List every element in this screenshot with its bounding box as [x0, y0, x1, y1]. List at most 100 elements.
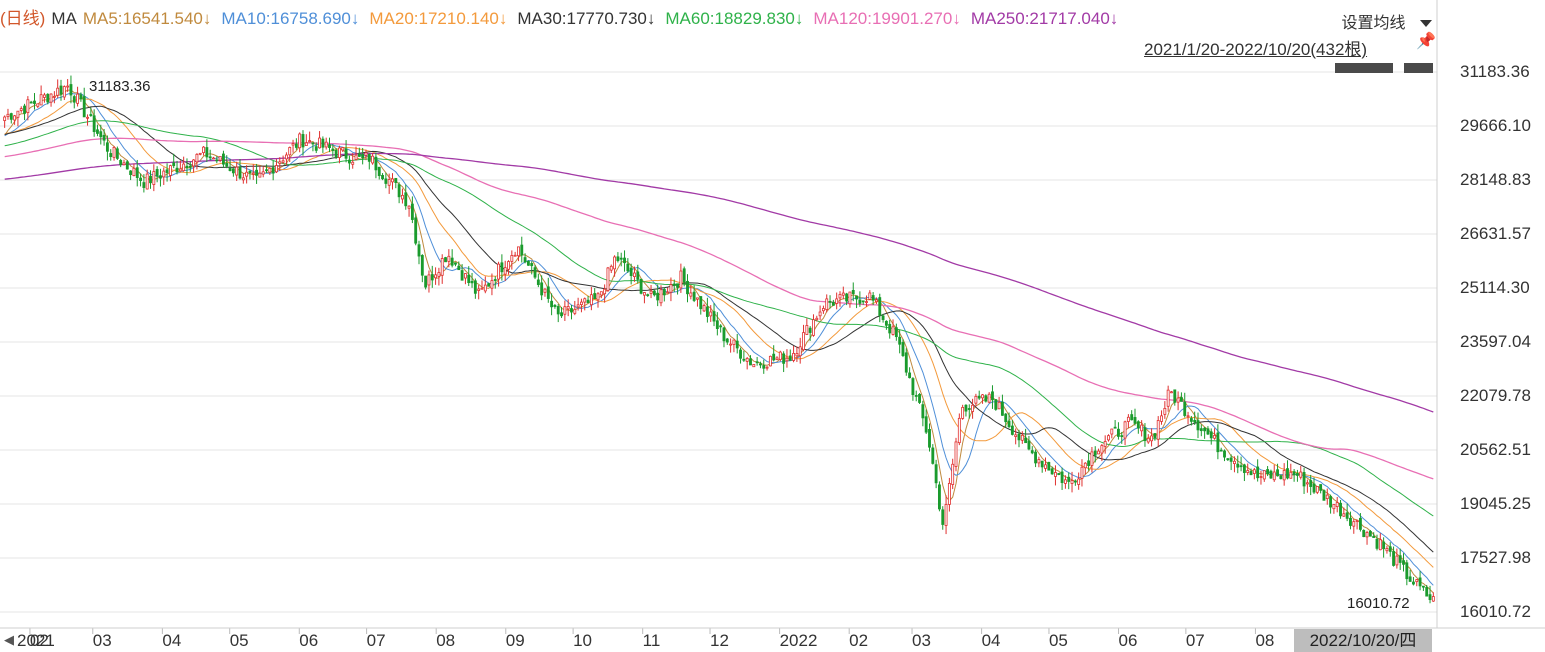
candle[interactable]: [298, 132, 302, 153]
candle[interactable]: [132, 163, 136, 177]
candle[interactable]: [858, 291, 862, 307]
candle[interactable]: [964, 404, 968, 417]
candle[interactable]: [911, 377, 915, 401]
candle[interactable]: [772, 345, 776, 362]
candle[interactable]: [198, 152, 202, 156]
pager-segment-1[interactable]: [1335, 63, 1393, 73]
candle[interactable]: [1150, 428, 1154, 447]
candle[interactable]: [1077, 472, 1081, 490]
candle[interactable]: [626, 258, 630, 273]
candle[interactable]: [16, 110, 20, 127]
candle[interactable]: [235, 161, 239, 181]
candle[interactable]: [755, 356, 759, 366]
candle[interactable]: [928, 423, 931, 452]
candle[interactable]: [357, 147, 361, 158]
candle[interactable]: [205, 139, 209, 163]
candle[interactable]: [288, 146, 292, 162]
candle[interactable]: [86, 114, 89, 126]
candle[interactable]: [222, 150, 225, 168]
candle[interactable]: [1382, 537, 1386, 558]
candle[interactable]: [1123, 420, 1127, 446]
candle[interactable]: [473, 278, 477, 299]
scroll-left-icon[interactable]: ◀: [4, 632, 14, 647]
candle[interactable]: [649, 284, 653, 299]
candle[interactable]: [938, 481, 941, 512]
candle[interactable]: [1325, 488, 1329, 505]
candle[interactable]: [629, 263, 633, 285]
candle[interactable]: [1368, 529, 1372, 537]
candle[interactable]: [59, 79, 63, 101]
candle[interactable]: [974, 393, 978, 407]
candle[interactable]: [447, 249, 451, 268]
candle[interactable]: [82, 87, 86, 118]
candle[interactable]: [450, 249, 454, 268]
candle[interactable]: [802, 324, 805, 352]
candle[interactable]: [1186, 411, 1190, 425]
candle[interactable]: [440, 254, 444, 284]
candle[interactable]: [1044, 457, 1047, 472]
candle[interactable]: [1319, 484, 1323, 494]
candle[interactable]: [1203, 426, 1207, 439]
candle[interactable]: [815, 315, 819, 322]
candle[interactable]: [347, 155, 351, 170]
candle[interactable]: [739, 347, 742, 364]
candle[interactable]: [188, 161, 192, 172]
candle[interactable]: [971, 398, 975, 419]
candle[interactable]: [782, 351, 786, 373]
candle[interactable]: [1372, 532, 1376, 538]
candle[interactable]: [1375, 534, 1379, 551]
candle[interactable]: [1120, 431, 1124, 444]
candle[interactable]: [1037, 456, 1041, 468]
candle[interactable]: [891, 319, 895, 336]
candle[interactable]: [159, 168, 162, 187]
candle[interactable]: [96, 124, 99, 137]
candle[interactable]: [271, 160, 275, 181]
candle[interactable]: [795, 346, 799, 362]
candle[interactable]: [642, 292, 646, 304]
candle[interactable]: [1249, 468, 1253, 476]
candle[interactable]: [884, 320, 888, 330]
candle[interactable]: [1179, 392, 1183, 402]
candle[interactable]: [576, 297, 580, 311]
candle[interactable]: [1057, 473, 1061, 476]
candle[interactable]: [623, 250, 626, 272]
candle[interactable]: [46, 93, 50, 105]
candle[interactable]: [957, 413, 961, 446]
candle[interactable]: [679, 263, 683, 293]
candle[interactable]: [1342, 507, 1346, 517]
candle[interactable]: [454, 262, 457, 267]
candle[interactable]: [182, 156, 186, 172]
candle[interactable]: [1415, 579, 1419, 587]
candle[interactable]: [1087, 452, 1091, 471]
candle[interactable]: [172, 153, 176, 169]
candle[interactable]: [407, 205, 411, 217]
candle[interactable]: [328, 137, 331, 153]
candle[interactable]: [596, 292, 600, 308]
candle[interactable]: [540, 275, 544, 301]
candle[interactable]: [1378, 533, 1382, 551]
candle[interactable]: [1166, 385, 1170, 412]
candle[interactable]: [1083, 462, 1087, 475]
candle[interactable]: [553, 304, 557, 309]
candle[interactable]: [845, 292, 849, 306]
candle[interactable]: [1292, 469, 1296, 482]
candle[interactable]: [493, 276, 497, 289]
candle[interactable]: [812, 314, 815, 337]
candle[interactable]: [682, 266, 686, 287]
candle[interactable]: [722, 326, 726, 348]
candle[interactable]: [427, 270, 431, 293]
candle[interactable]: [1107, 434, 1110, 442]
candle[interactable]: [1007, 412, 1011, 429]
candle[interactable]: [381, 173, 384, 181]
candle[interactable]: [805, 318, 809, 336]
candle[interactable]: [951, 458, 955, 490]
candle[interactable]: [225, 155, 229, 169]
candle[interactable]: [570, 304, 573, 320]
candle[interactable]: [105, 135, 109, 161]
candle[interactable]: [1246, 463, 1250, 476]
candle[interactable]: [149, 170, 152, 189]
candle[interactable]: [39, 85, 43, 106]
candle[interactable]: [165, 163, 169, 182]
candle[interactable]: [291, 139, 295, 153]
